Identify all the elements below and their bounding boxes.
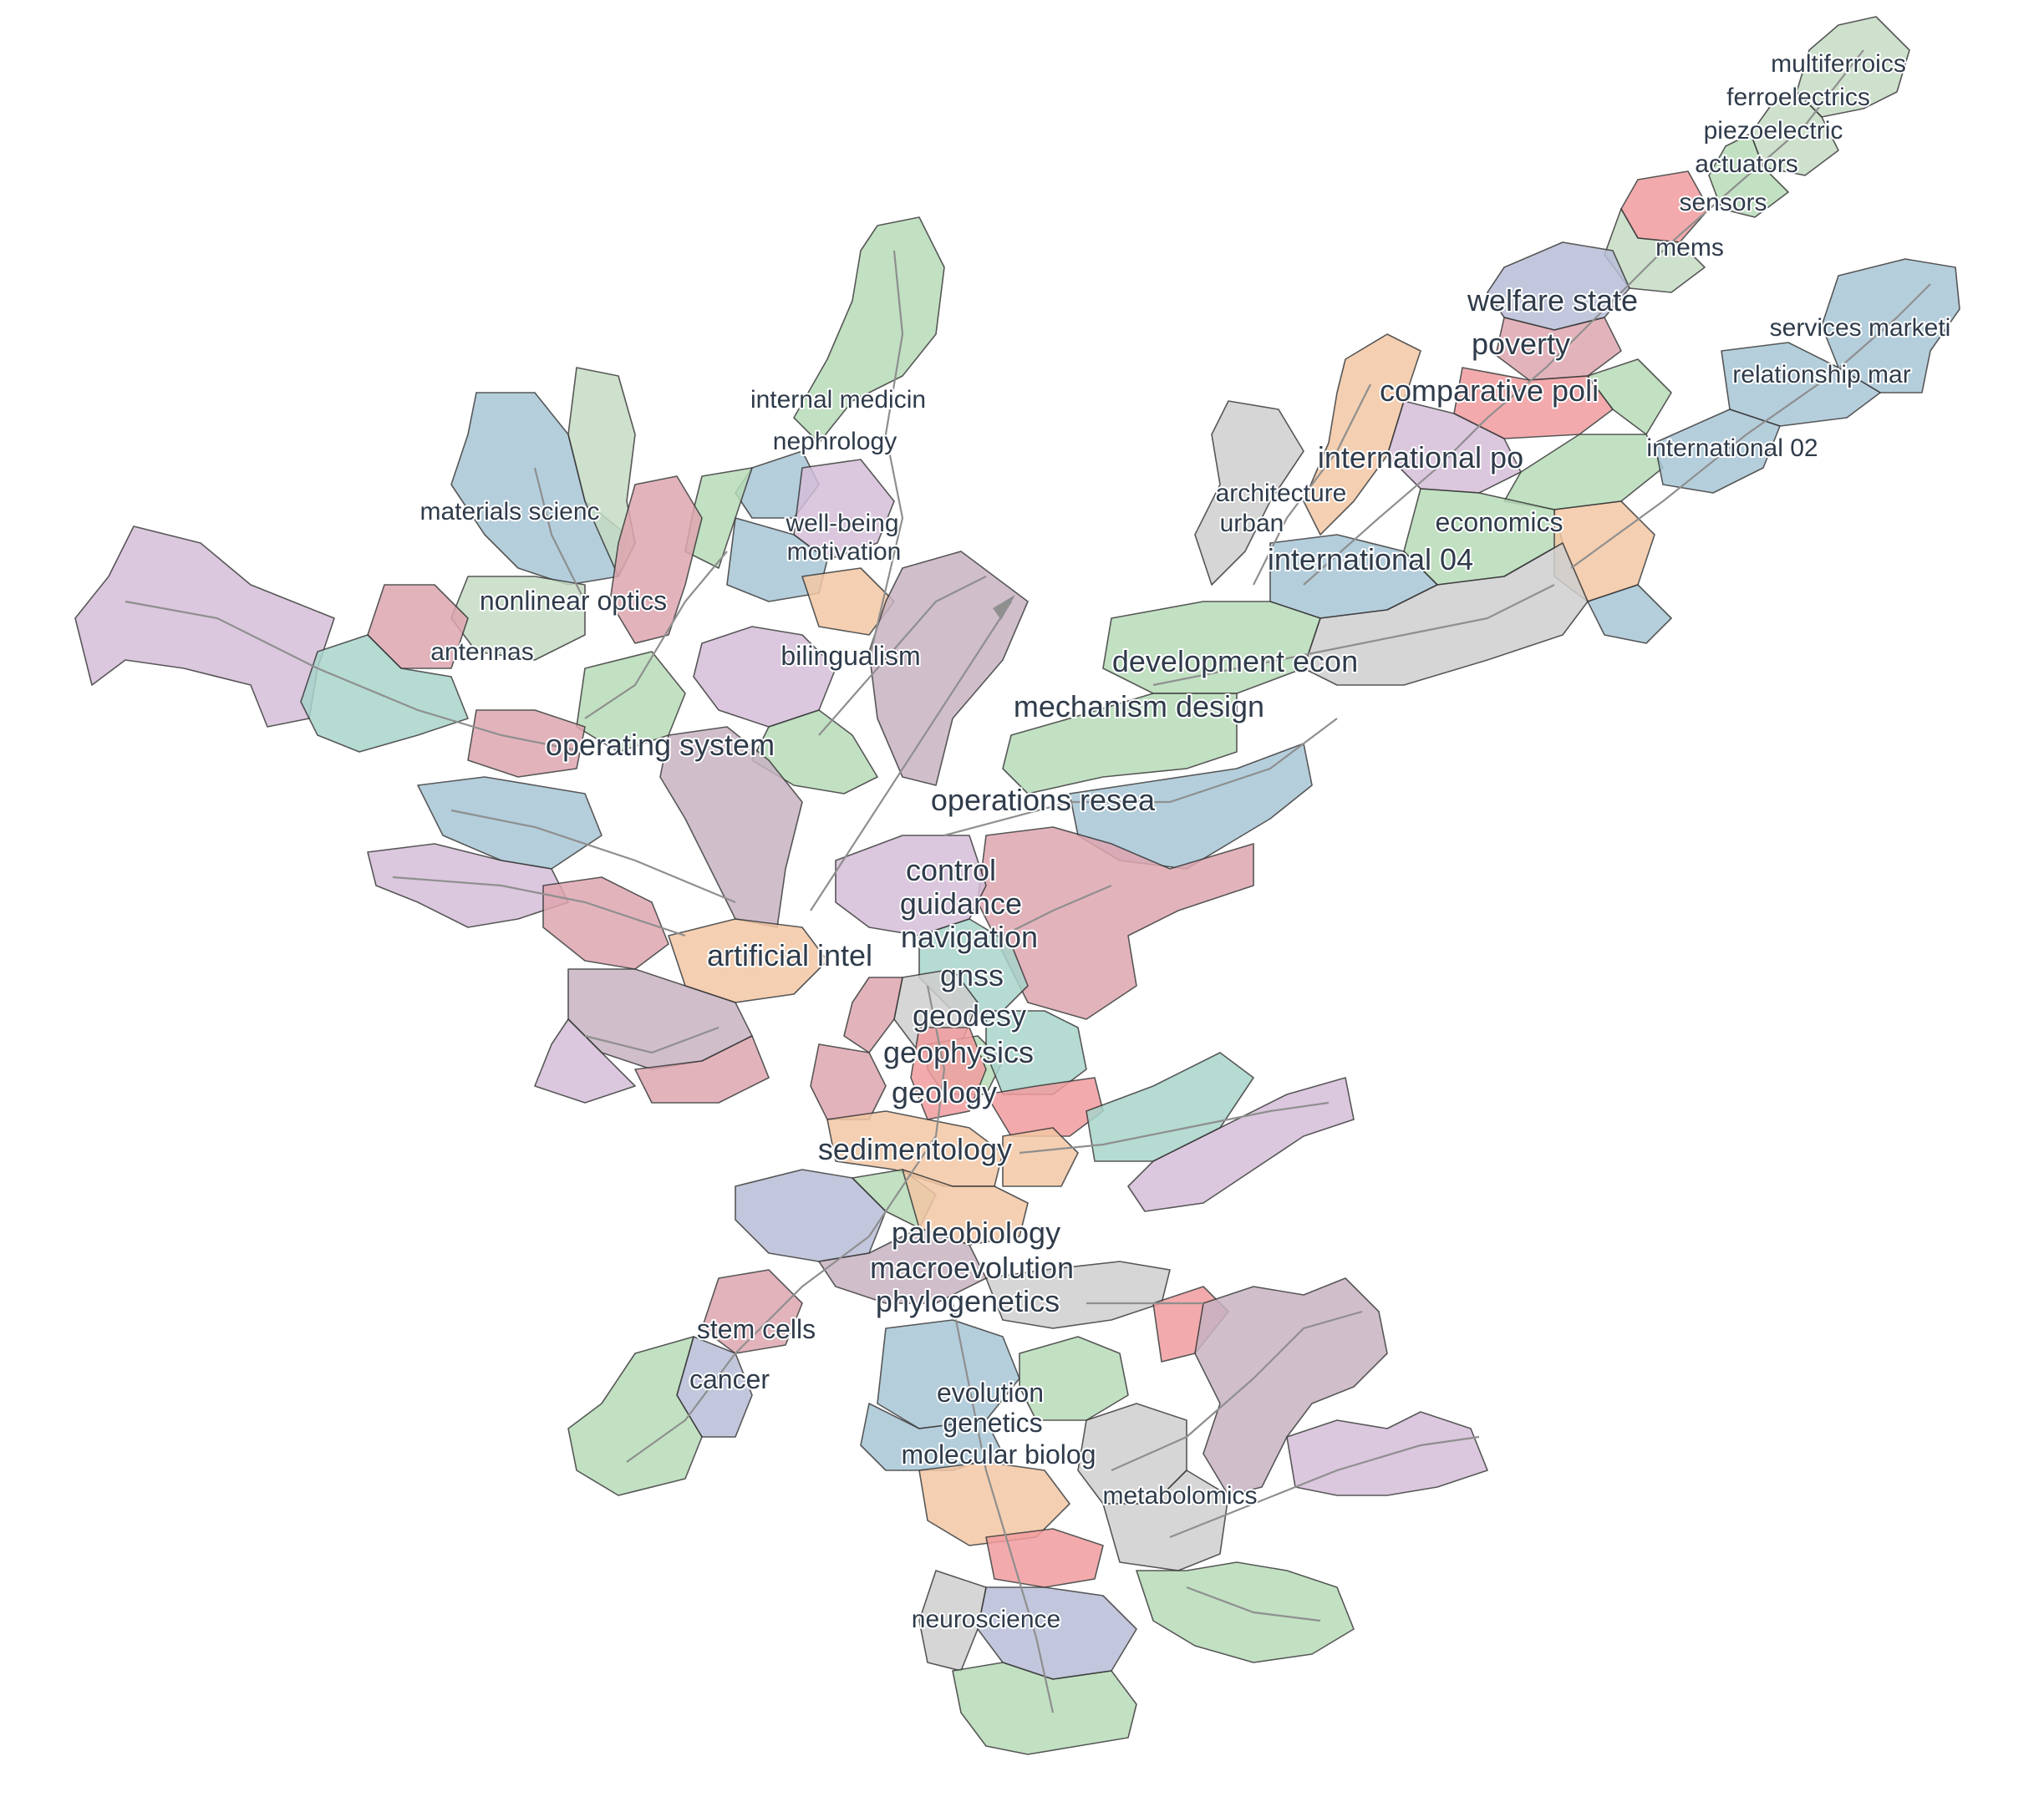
label-materials-scienc: materials scienc [419, 498, 599, 525]
label-well-being: well-being [785, 510, 898, 537]
label-phylogenetics: phylogenetics [876, 1284, 1060, 1318]
region-peach-sed[interactable] [1002, 1127, 1079, 1187]
region-red-molbio[interactable] [985, 1528, 1104, 1588]
region-internal-medicin[interactable] [793, 216, 945, 444]
region-materials-scienc[interactable] [450, 392, 628, 586]
region-purple-meta[interactable] [1286, 1411, 1488, 1496]
region-green-ne1[interactable] [1587, 358, 1672, 435]
label-evolution: evolution [937, 1378, 1044, 1408]
region-evolution[interactable] [877, 1319, 1020, 1429]
region-geology[interactable] [910, 1027, 987, 1120]
label-control: control [906, 853, 996, 887]
region-intl-02[interactable] [1654, 409, 1781, 494]
label-macroevolution: macroevolution [870, 1251, 1074, 1285]
label-genetics: genetics [943, 1408, 1042, 1438]
region-green-ne2[interactable] [1503, 434, 1664, 510]
label-navigation: navigation [901, 920, 1038, 954]
label-gnss: gnss [940, 958, 1004, 992]
region-purple-far-west[interactable] [74, 525, 335, 728]
region-purple-east[interactable] [1127, 1077, 1355, 1212]
arrow-head [993, 595, 1015, 620]
region-gray-ne[interactable] [1303, 542, 1589, 686]
label-geophysics: geophysics [883, 1035, 1034, 1069]
label-neuroscience: neuroscience [912, 1606, 1060, 1633]
label-urban: urban [1220, 510, 1284, 537]
region-teal-east[interactable] [1086, 1052, 1254, 1162]
label-sedimentology: sedimentology [818, 1132, 1012, 1166]
region-architecture[interactable] [1194, 400, 1304, 586]
region-sedimentology[interactable] [826, 1110, 1004, 1187]
region-green-evo[interactable] [1019, 1336, 1129, 1421]
label-economics: economics [1436, 507, 1564, 537]
label-multiferroics: multiferroics [1771, 50, 1906, 78]
label-cancer: cancer [689, 1364, 770, 1394]
region-services-marketi[interactable] [1821, 258, 1960, 393]
label-development-econ: development econ [1112, 644, 1358, 678]
label-mems: mems [1655, 234, 1724, 261]
region-green-sw[interactable] [567, 1336, 703, 1496]
region-stem-cells[interactable] [701, 1269, 803, 1354]
region-green-meta[interactable] [1136, 1561, 1355, 1663]
region-purple-sw[interactable] [534, 1018, 636, 1104]
label-piezoelectric: piezoelectric [1704, 117, 1843, 145]
label-international-04: international 04 [1268, 542, 1473, 576]
label-metabolomics: metabolomics [1102, 1482, 1257, 1510]
label-actuators: actuators [1695, 150, 1797, 178]
label-services-marketi: services marketi [1770, 314, 1951, 342]
region-multiferroics[interactable] [1796, 16, 1910, 118]
label-comparative-poli: comparative poli [1380, 373, 1599, 408]
label-relationship-mar: relationship mar [1732, 361, 1910, 388]
label-paleobiology: paleobiology [892, 1216, 1060, 1250]
region-blue-ne[interactable] [1587, 584, 1672, 644]
label-operating-system: operating system [546, 728, 775, 762]
region-mauve-center[interactable] [868, 551, 1029, 786]
region-pink-os[interactable] [467, 709, 586, 778]
label-nephrology: nephrology [773, 428, 897, 455]
label-internal-medicin: internal medicin [750, 386, 926, 414]
label-molecular-biolog: molecular biolog [901, 1439, 1096, 1470]
label-geology: geology [892, 1075, 997, 1109]
label-motivation: motivation [787, 538, 902, 566]
region-metabolomics[interactable] [1102, 1470, 1229, 1571]
label-stem-cells: stem cells [697, 1314, 816, 1344]
label-welfare-state: welfare state [1467, 283, 1638, 317]
label-sensors: sensors [1679, 189, 1767, 216]
label-international-02: international 02 [1646, 434, 1818, 462]
label-ferroelectrics: ferroelectrics [1726, 84, 1870, 111]
region-green-neuro[interactable] [952, 1662, 1137, 1755]
label-nonlinear-optics: nonlinear optics [480, 586, 667, 616]
label-guidance: guidance [900, 886, 1022, 921]
region-teal-west[interactable] [300, 634, 469, 753]
label-antennas: antennas [430, 638, 533, 666]
map-labels: multiferroics ferroelectrics piezoelectr… [418, 48, 1952, 1635]
label-operations-resea: operations resea [931, 783, 1156, 817]
region-pink-sw2[interactable] [634, 1035, 770, 1104]
region-genetics[interactable] [860, 1403, 1004, 1471]
label-artificial-intel: artificial intel [707, 938, 872, 972]
region-pink-geo[interactable] [810, 1043, 887, 1120]
region-molecular-biolog[interactable] [918, 1461, 1070, 1546]
region-poverty[interactable] [1495, 317, 1622, 381]
label-geodesy: geodesy [913, 998, 1026, 1033]
label-mechanism-design: mechanism design [1014, 689, 1264, 723]
label-architecture: architecture [1216, 480, 1347, 507]
label-bilingualism: bilingualism [780, 641, 920, 671]
region-mauve-meta[interactable] [1194, 1277, 1388, 1496]
map-edges [125, 49, 1931, 1713]
map-regions [74, 16, 1960, 1755]
label-international-po: international po [1318, 440, 1523, 475]
label-poverty: poverty [1472, 327, 1570, 361]
region-intl-po[interactable] [1386, 400, 1522, 494]
region-mechanism-design[interactable] [1002, 693, 1238, 794]
region-urban[interactable] [1303, 333, 1421, 536]
region-pink-nw[interactable] [609, 475, 703, 644]
